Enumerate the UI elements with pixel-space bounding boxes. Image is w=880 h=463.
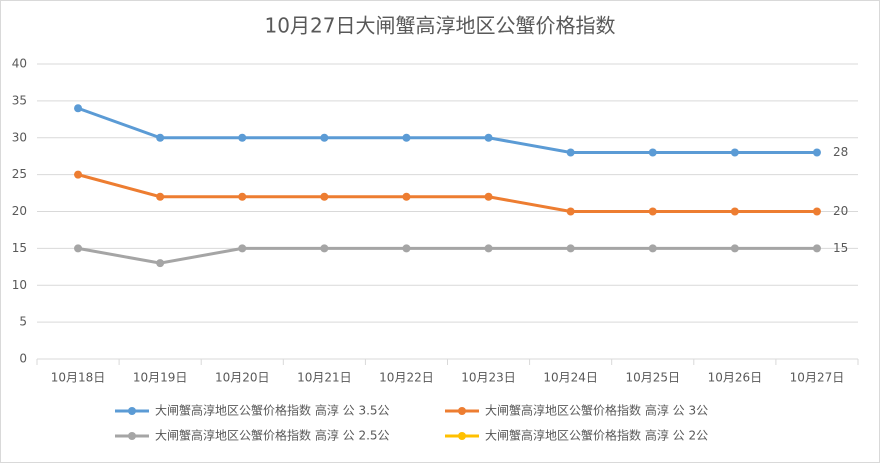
y-tick-label: 5 bbox=[19, 315, 27, 329]
y-tick-label: 35 bbox=[12, 93, 27, 107]
x-tick-label: 10月20日 bbox=[215, 371, 270, 385]
point bbox=[156, 192, 165, 201]
legend-label: 大闸蟹高淳地区公蟹价格指数 高淳 公 3.5公 bbox=[155, 403, 390, 418]
point bbox=[730, 148, 739, 157]
series-line bbox=[77, 173, 817, 213]
y-tick-label: 30 bbox=[12, 130, 27, 144]
point bbox=[238, 244, 247, 253]
point bbox=[484, 192, 493, 201]
point bbox=[320, 244, 329, 253]
point bbox=[812, 148, 821, 157]
y-tick-label: 10 bbox=[12, 278, 27, 292]
y-tick-label: 25 bbox=[12, 167, 27, 181]
series-line bbox=[77, 246, 817, 265]
point bbox=[74, 244, 83, 253]
point bbox=[238, 192, 247, 201]
chart-title: 10月27日大闸蟹高淳地区公蟹价格指数 bbox=[265, 14, 616, 38]
point bbox=[156, 259, 165, 268]
point bbox=[648, 148, 657, 157]
point bbox=[402, 244, 411, 253]
data-label: 15 bbox=[833, 241, 848, 255]
x-tick-label: 10月27日 bbox=[790, 371, 845, 385]
x-tick-label: 10月18日 bbox=[51, 371, 106, 385]
x-tick-label: 10月22日 bbox=[379, 371, 434, 385]
point bbox=[402, 192, 411, 201]
point bbox=[320, 133, 329, 142]
x-tick-label: 10月25日 bbox=[625, 371, 680, 385]
point bbox=[238, 133, 247, 142]
x-tick-label: 10月21日 bbox=[297, 371, 352, 385]
point bbox=[566, 207, 575, 216]
point bbox=[730, 244, 739, 253]
point bbox=[74, 104, 83, 113]
point bbox=[648, 207, 657, 216]
series-line bbox=[77, 106, 817, 154]
legend-label: 大闸蟹高淳地区公蟹价格指数 高淳 公 2公 bbox=[485, 428, 708, 443]
legend-swatch bbox=[128, 407, 136, 415]
point bbox=[74, 170, 83, 179]
x-tick-label: 10月19日 bbox=[133, 371, 188, 385]
legend-swatch bbox=[458, 407, 466, 415]
data-label: 20 bbox=[833, 204, 848, 218]
y-tick-label: 40 bbox=[12, 57, 27, 71]
point bbox=[648, 244, 657, 253]
y-tick-label: 15 bbox=[12, 241, 27, 255]
point bbox=[484, 133, 493, 142]
point bbox=[156, 133, 165, 142]
legend-label: 大闸蟹高淳地区公蟹价格指数 高淳 公 3公 bbox=[485, 403, 708, 418]
point bbox=[566, 244, 575, 253]
point bbox=[320, 192, 329, 201]
legend-label: 大闸蟹高淳地区公蟹价格指数 高淳 公 2.5公 bbox=[155, 428, 390, 443]
y-tick-label: 20 bbox=[12, 204, 27, 218]
data-label: 28 bbox=[833, 145, 848, 159]
point bbox=[812, 207, 821, 216]
y-tick-label: 0 bbox=[19, 352, 27, 366]
x-tick-label: 10月23日 bbox=[461, 371, 516, 385]
point bbox=[730, 207, 739, 216]
x-tick-label: 10月24日 bbox=[543, 371, 598, 385]
x-tick-label: 10月26日 bbox=[708, 371, 763, 385]
point bbox=[566, 148, 575, 157]
point bbox=[812, 244, 821, 253]
point bbox=[484, 244, 493, 253]
legend-swatch bbox=[128, 432, 136, 440]
point bbox=[402, 133, 411, 142]
legend-swatch bbox=[458, 432, 466, 440]
